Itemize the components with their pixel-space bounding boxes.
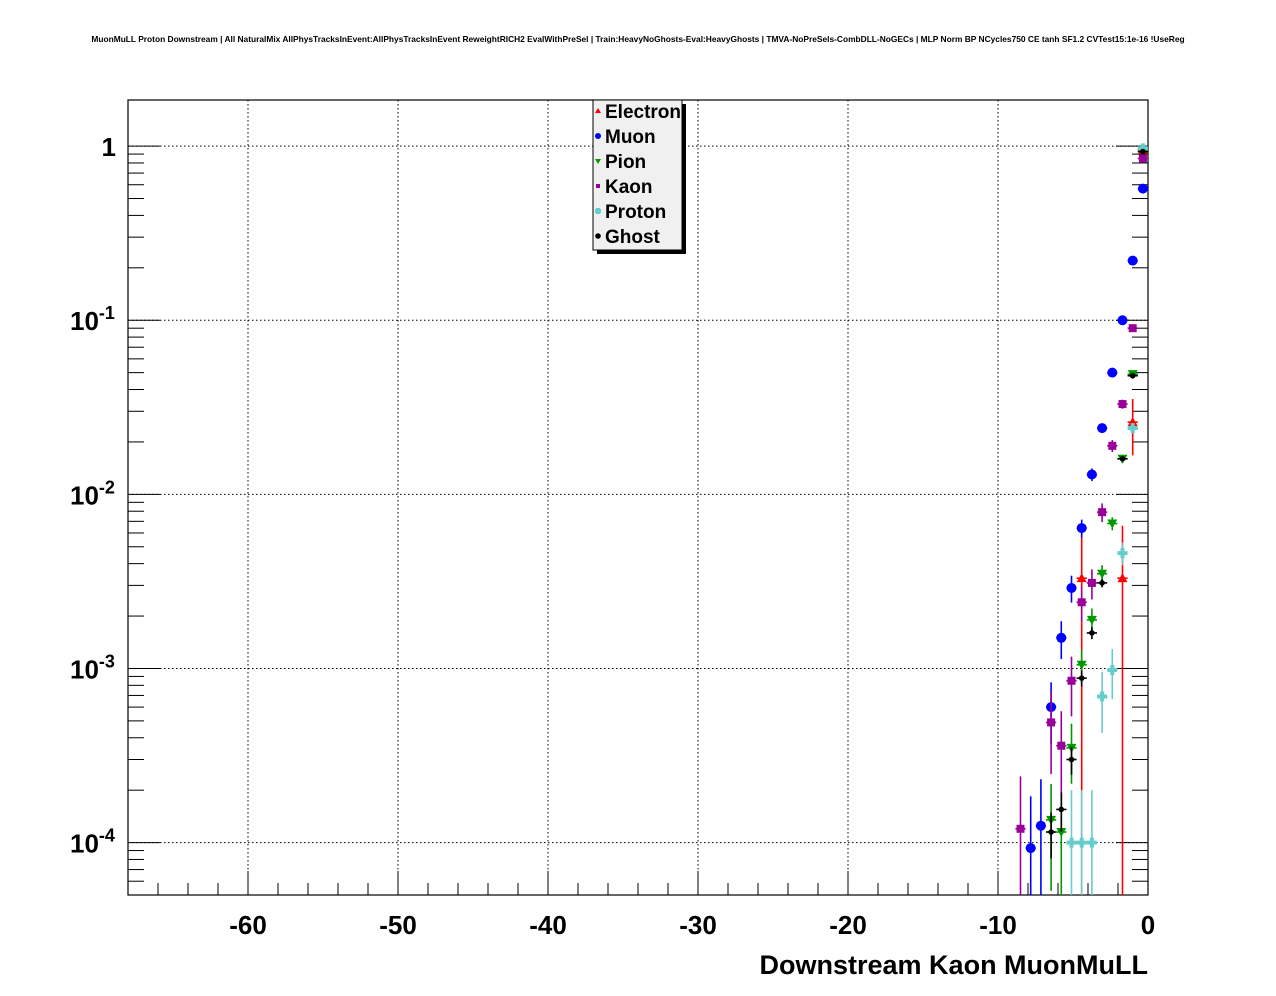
- circle-marker: [1137, 183, 1148, 194]
- cross-marker: [1117, 548, 1128, 559]
- cross-marker: [595, 208, 601, 214]
- circle-marker: [1086, 469, 1097, 480]
- square-marker: [1077, 598, 1086, 607]
- triangle-down-marker: [1056, 828, 1067, 838]
- cross-marker: [1076, 837, 1087, 848]
- x-tick-label: -20: [829, 910, 867, 940]
- circle-marker: [1056, 632, 1067, 643]
- triangle-up-marker: [595, 108, 601, 113]
- diamond-marker: [1058, 806, 1065, 813]
- triangle-down-marker: [1086, 615, 1097, 625]
- triangle-up-marker: [1117, 573, 1128, 583]
- y-tick-base: 10: [70, 480, 99, 510]
- square-marker: [1128, 324, 1137, 333]
- diamond-marker: [1129, 372, 1136, 379]
- series-muon: [1025, 183, 1148, 895]
- square-marker: [1098, 508, 1107, 517]
- y-tick-label: 10-3: [70, 651, 115, 684]
- y-tick-label: 1: [102, 132, 116, 162]
- square-marker: [1057, 741, 1066, 750]
- circle-marker: [595, 133, 601, 139]
- cross-marker: [1107, 664, 1118, 675]
- diamond-marker: [1119, 456, 1126, 462]
- legend-entry-electron: Electron: [605, 102, 681, 123]
- circle-marker: [1127, 255, 1138, 266]
- square-marker: [1118, 400, 1127, 409]
- triangle-down-marker: [1076, 660, 1087, 670]
- diamond-marker: [1078, 675, 1085, 681]
- circle-marker: [1035, 820, 1046, 831]
- y-tick-exponent: -4: [99, 826, 115, 846]
- triangle-down-marker: [1107, 519, 1118, 529]
- y-tick-exponent: -1: [99, 303, 115, 323]
- series-proton: [1066, 143, 1148, 895]
- cross-marker: [1086, 837, 1097, 848]
- y-tick-base: 10: [70, 306, 99, 336]
- diamond-marker: [1089, 630, 1095, 636]
- x-tick-label: -50: [379, 910, 417, 940]
- cross-marker: [1097, 691, 1108, 702]
- square-marker: [1138, 154, 1147, 163]
- triangle-down-marker: [595, 159, 601, 164]
- circle-marker: [1066, 582, 1077, 593]
- legend-entry-muon: Muon: [605, 127, 656, 148]
- square-marker: [1047, 718, 1056, 727]
- diamond-marker: [1048, 829, 1054, 835]
- circle-marker: [1097, 423, 1108, 434]
- circle-marker: [1107, 367, 1118, 378]
- x-tick-label: -10: [979, 910, 1017, 940]
- legend: Electron Muon Pion Kaon Proton Ghost: [592, 99, 686, 254]
- circle-marker: [1025, 843, 1036, 854]
- square-marker: [1108, 441, 1117, 450]
- y-tick-base: 10: [70, 829, 99, 859]
- square-marker: [596, 184, 600, 188]
- diamond-marker: [1140, 148, 1146, 155]
- x-tick-label: -60: [229, 910, 267, 940]
- triangle-down-marker: [1097, 569, 1108, 579]
- legend-entry-ghost: Ghost: [605, 227, 661, 248]
- diamond-marker: [1099, 580, 1105, 586]
- legend-entry-pion: Pion: [605, 152, 646, 173]
- y-tick-exponent: -2: [99, 477, 115, 497]
- diamond-marker: [1068, 756, 1075, 763]
- legend-entry-kaon: Kaon: [605, 177, 653, 198]
- square-marker: [1067, 676, 1076, 685]
- cross-marker: [1127, 423, 1138, 434]
- square-marker: [1087, 578, 1096, 587]
- y-tick-exponent: -3: [99, 651, 115, 671]
- y-tick-base: 1: [102, 132, 116, 162]
- diamond-marker: [595, 233, 601, 239]
- x-tick-label: 0: [1141, 910, 1155, 940]
- cross-marker: [1066, 837, 1077, 848]
- chart-title: MuonMuLL Proton Downstream | All Natural…: [91, 34, 1185, 44]
- x-tick-label: -40: [529, 910, 567, 940]
- legend-entry-proton: Proton: [605, 202, 666, 223]
- y-tick-label: 10-4: [70, 826, 115, 859]
- triangle-up-marker: [1076, 573, 1087, 583]
- y-tick-label: 10-2: [70, 477, 115, 510]
- square-marker: [1016, 824, 1025, 833]
- series-ghost: [1046, 148, 1148, 859]
- circle-marker: [1117, 315, 1128, 326]
- legend-box: [592, 99, 683, 251]
- y-tick-label: 10-1: [70, 303, 115, 336]
- x-tick-label: -30: [679, 910, 717, 940]
- x-axis-title: Downstream Kaon MuonMuLL: [760, 950, 1148, 980]
- triangle-up-marker: [1127, 417, 1138, 427]
- circle-marker: [1076, 523, 1087, 534]
- y-tick-base: 10: [70, 654, 99, 684]
